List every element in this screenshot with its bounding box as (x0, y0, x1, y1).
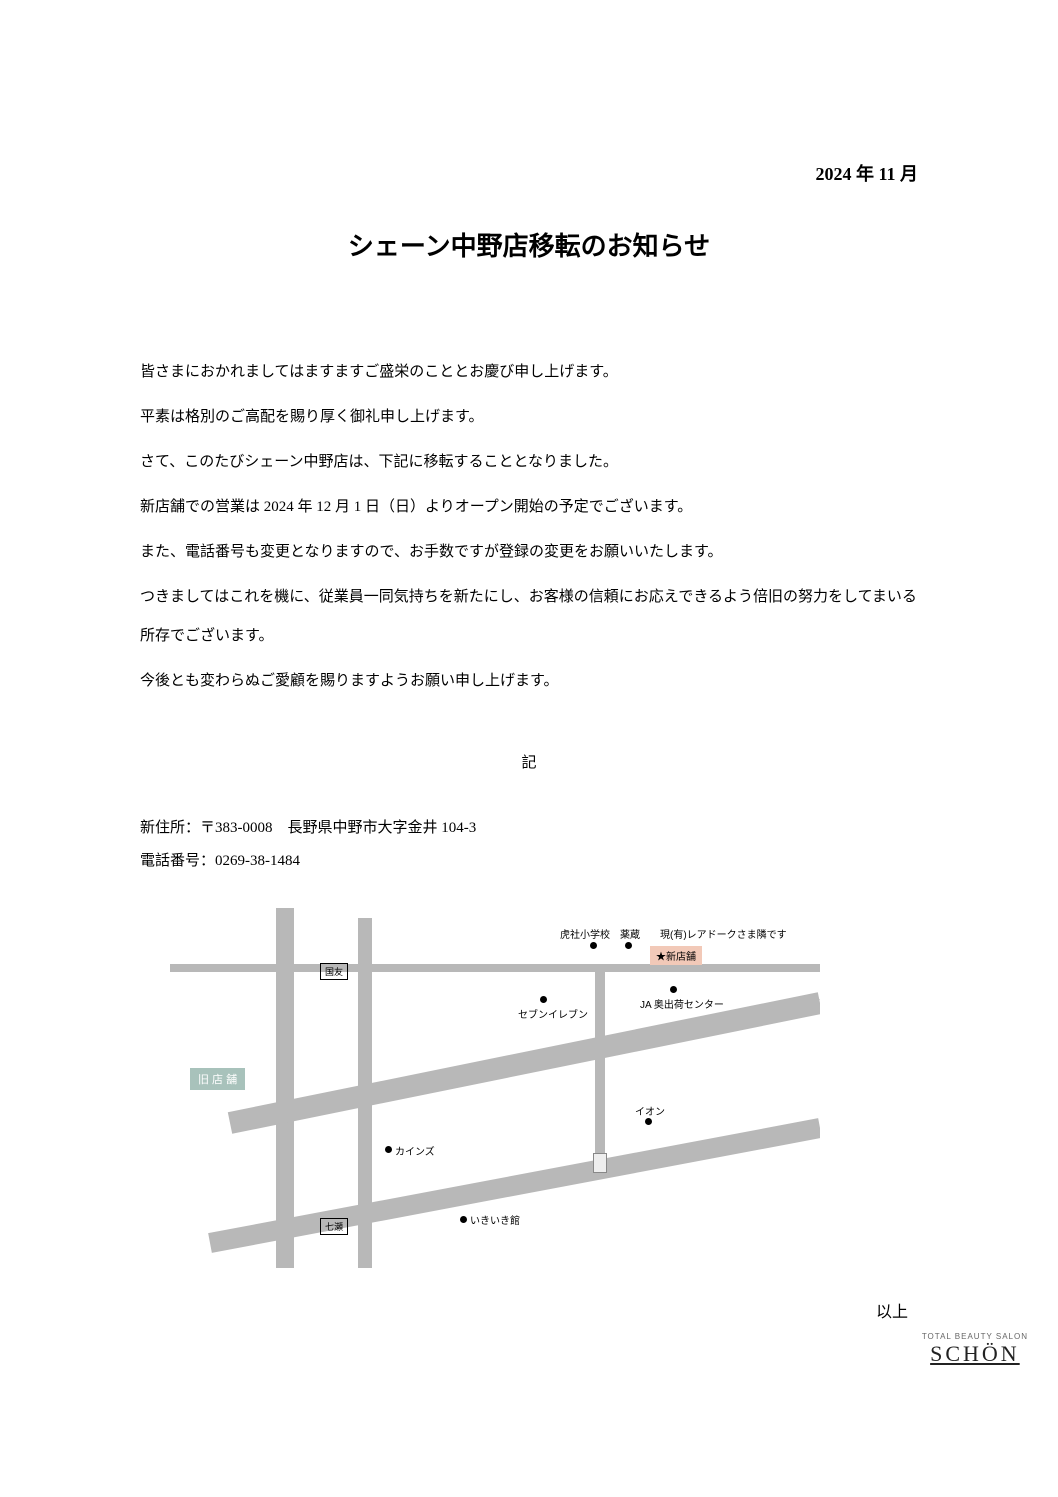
document-date: 2024 年 11 月 (140, 160, 918, 186)
map-dot-school (590, 942, 597, 949)
map-label-kokuyu: 国友 (320, 963, 348, 980)
map-dot-yakuso (625, 942, 632, 949)
location-map: 虎社小学校 薬蔵 現(有)レアドークさま隣です ★新店舗 セブンイレブン JA … (170, 908, 820, 1268)
logo-name: SCHÖN (922, 1341, 1028, 1367)
map-label-school: 虎社小学校 (560, 926, 610, 941)
address-label: 新住所： (140, 820, 200, 836)
phone-label: 電話番号： (140, 853, 215, 869)
paragraph-6: つきましてはこれを機に、従業員一同気持ちを新たにし、お客様の信頼にお応えできるよ… (140, 578, 918, 656)
map-dot-ikiiki (460, 1216, 467, 1223)
map-label-aeon: イオン (635, 1103, 665, 1118)
paragraph-1: 皆さまにおかれましてはますますご盛栄のこととお慶び申し上げます。 (140, 353, 918, 392)
map-label-yakuso: 薬蔵 (620, 926, 640, 941)
map-dot-aeon (645, 1118, 652, 1125)
paragraph-2: 平素は格別のご高配を賜り厚く御礼申し上げます。 (140, 398, 918, 437)
paragraph-3: さて、このたびシェーン中野店は、下記に移転することとなりました。 (140, 443, 918, 482)
map-label-cainz: カインズ (395, 1143, 435, 1158)
map-label-ikiiki: いきいき館 (470, 1212, 520, 1227)
phone-line: 電話番号：0269-38-1484 (140, 845, 918, 878)
paragraph-5: また、電話番号も変更となりますので、お手数ですが登録の変更をお願いいたします。 (140, 533, 918, 572)
map-label-neighbor: 現(有)レアドークさま隣です (660, 926, 787, 941)
map-dot-ja (670, 986, 677, 993)
map-new-store-highlight: ★新店舗 (650, 946, 702, 965)
paragraph-7: 今後とも変わらぬご愛顧を賜りますようお願い申し上げます。 (140, 662, 918, 701)
document-title: シェーン中野店移転のお知らせ (140, 226, 918, 263)
paragraph-4: 新店舗での営業は 2024 年 12 月 1 日（日）よりオープン開始の予定でご… (140, 488, 918, 527)
map-dot-seven (540, 996, 547, 1003)
address-value: 〒383-0008 長野県中野市大字金井 104-3 (200, 820, 476, 836)
map-label-shichise: 七瀬 (320, 1218, 348, 1235)
logo-tagline: TOTAL BEAUTY SALON (922, 1332, 1028, 1341)
closing-word: 以上 (140, 1298, 918, 1322)
map-old-store: 旧 店 舗 (190, 1068, 245, 1090)
ki-marker: 記 (140, 751, 918, 772)
phone-value: 0269-38-1484 (215, 853, 300, 869)
map-rect-marker (593, 1153, 607, 1173)
map-label-ja: JA 奥出荷センター (640, 996, 724, 1011)
map-label-seven: セブンイレブン (518, 1006, 588, 1021)
new-address-line: 新住所：〒383-0008 長野県中野市大字金井 104-3 (140, 812, 918, 845)
salon-logo: TOTAL BEAUTY SALON SCHÖN (922, 1332, 1028, 1367)
map-dot-cainz (385, 1146, 392, 1153)
